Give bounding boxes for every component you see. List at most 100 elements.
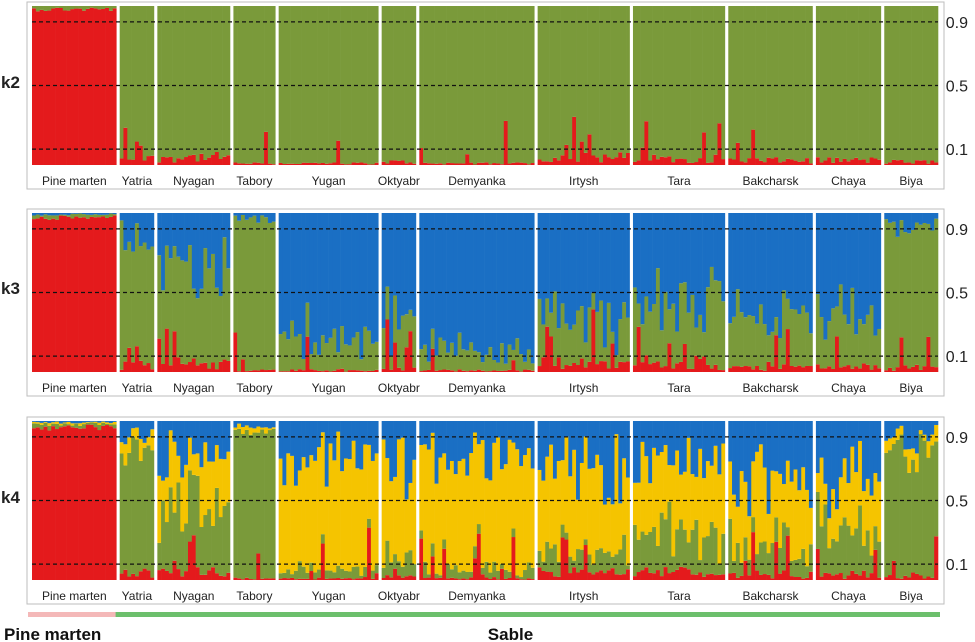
bar-segment-cluster_red [747,575,752,580]
bar-segment-cluster_red [320,371,326,372]
bar-segment-cluster_red [576,572,581,580]
bar-segment-cluster_blue [602,421,608,505]
bar-segment-cluster_red [74,216,79,372]
bar-segment-cluster_yellow [134,427,140,440]
bar-segment-cluster_green [903,456,908,576]
bar-segment-cluster_blue [632,213,638,288]
bar-segment-cluster_blue [58,421,64,424]
bar-segment-cluster_blue [473,213,478,351]
bar-segment-cluster_blue [39,213,44,216]
bar-segment-cluster_red [426,577,432,580]
bar-segment-cluster_green [793,309,798,367]
bar-segment-cluster_green [499,563,505,569]
bar-segment-cluster_green [332,572,337,579]
bar-segment-cluster_green [644,296,649,356]
bar-segment-cluster_green [58,6,64,8]
bar-segment-cluster_blue [260,213,265,216]
bar-segment-cluster_green [640,531,645,571]
bar-segment-cluster_red [636,572,641,580]
bar-segment-cluster_blue [127,421,132,438]
bar-segment-cluster_red [854,366,859,372]
bar-segment-cluster_blue [823,213,828,340]
bar-segment-cluster_green [55,6,60,8]
bar-segment-cluster_blue [271,421,276,428]
bar-segment-cluster_blue [157,213,162,256]
bar-segment-cluster_blue [560,213,565,304]
bar-segment-cluster_red [93,8,98,165]
bar-segment-cluster_yellow [347,459,352,572]
bar-segment-cluster_green [332,328,337,371]
bar-segment-cluster_green [127,241,132,348]
bar-segment-cluster_blue [396,213,402,330]
bar-segment-cluster_green [496,362,501,371]
bar-segment-cluster_green [461,570,466,579]
bar-segment-cluster_blue [626,421,631,478]
bar-segment-cluster_green [488,572,493,579]
bar-segment-cluster_yellow [507,439,512,572]
bar-segment-cluster_red [560,155,565,165]
bar-segment-cluster_blue [644,213,649,297]
bar-segment-cluster_green [526,562,532,579]
bar-segment-cluster_red [644,567,649,580]
bar-segment-cluster_green [530,567,535,580]
bar-segment-cluster_yellow [226,451,231,503]
bar-segment-cluster_green [659,330,664,368]
bar-segment-cluster_green [108,213,114,217]
bar-segment-cluster_red [827,573,832,580]
bar-segment-cluster_red [351,579,356,580]
bar-segment-cluster_green [146,249,151,364]
bar-segment-cluster_red [511,162,516,165]
population-label: Oktyabr [378,174,420,188]
bar-segment-cluster_red [530,579,535,580]
bar-segment-cluster_green [446,564,451,579]
bar-segment-cluster_green [751,6,756,130]
bar-segment-cluster_green [226,6,231,156]
bar-segment-cluster_red [374,162,379,165]
bar-segment-cluster_green [351,337,356,371]
bar-segment-cluster_red [70,218,75,372]
bar-segment-cluster_blue [869,213,874,306]
bar-segment-cluster_yellow [305,467,310,573]
bar-segment-cluster_red [297,369,302,372]
bar-segment-cluster_blue [237,421,242,424]
bar-segment-cluster_yellow [480,440,485,568]
bar-segment-cluster_green [782,290,787,365]
bar-segment-cluster_red [195,365,200,372]
bar-segment-cluster_blue [587,421,592,469]
bar-segment-cluster_red [659,367,664,372]
bar-segment-cluster_red [842,366,847,372]
bar-segment-cluster_green [199,288,204,364]
bar-segment-cluster_green [705,536,711,575]
bar-segment-cluster_red [244,577,249,580]
bar-segment-cluster_green [838,284,843,368]
bar-segment-cluster_green [400,315,405,371]
bar-segment-cluster_blue [203,421,208,443]
bar-segment-cluster_green [568,329,573,366]
bar-segment-cluster_green [556,328,561,358]
bar-segment-cluster_yellow [751,461,756,518]
bar-segment-cluster_red [423,370,428,372]
bar-segment-cluster_red [865,577,870,580]
bar-segment-cluster_green [408,309,413,332]
bar-segment-cluster_yellow [858,440,863,506]
bar-segment-cluster_yellow [138,438,143,461]
bar-segment-cluster_green [602,552,608,574]
bar-segment-cluster_blue [762,213,767,325]
bar-segment-cluster_red [614,574,619,580]
bar-segment-cluster_red [778,368,783,372]
bar-segment-cluster_green [698,560,703,573]
bar-segment-cluster_blue [652,421,657,448]
bar-segment-cluster_green [423,344,428,371]
bar-segment-cluster_green [355,6,360,163]
bar-segment-cluster_red [43,10,48,166]
bar-segment-cluster_blue [180,421,185,478]
bar-segment-cluster_green [336,352,341,370]
bar-segment-cluster_green [105,423,110,426]
bar-segment-cluster_yellow [895,428,900,440]
bar-segment-cluster_blue [293,421,299,486]
bar-segment-cluster_green [393,295,398,343]
bar-segment-cluster_green [907,472,912,578]
bar-segment-cluster_red [164,570,170,580]
bar-segment-cluster_green [667,309,672,344]
bar-segment-cluster_red [290,163,295,165]
